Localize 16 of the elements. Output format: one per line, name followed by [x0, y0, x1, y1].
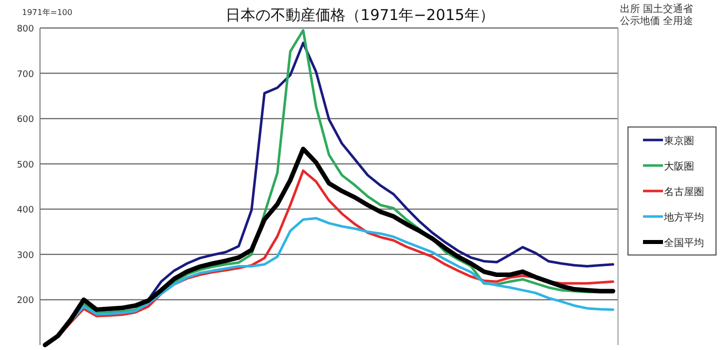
legend-label: 地方平均: [663, 212, 704, 224]
legend-label: 東京圏: [664, 135, 694, 147]
y-axis-title: 1971年=100: [22, 8, 72, 17]
y-tick-label: 200: [16, 296, 34, 306]
y-tick-label: 600: [16, 115, 34, 126]
text: 出所 国土交通省: [620, 3, 694, 15]
legend-label: 大阪圏: [664, 160, 694, 172]
text: 公示地価 全用途: [620, 15, 694, 27]
y-tick-label: 800: [16, 24, 34, 34]
legend-label: 全国平均: [664, 237, 704, 249]
y-tick-label: 700: [16, 70, 34, 80]
chart-title: 日本の不動産価格（1971年−2015年）: [226, 6, 494, 24]
y-tick-label: 500: [16, 160, 34, 170]
y-tick-label: 300: [16, 250, 34, 261]
y-tick-label: 400: [16, 206, 34, 216]
legend-label: 名古屋圏: [664, 186, 704, 198]
